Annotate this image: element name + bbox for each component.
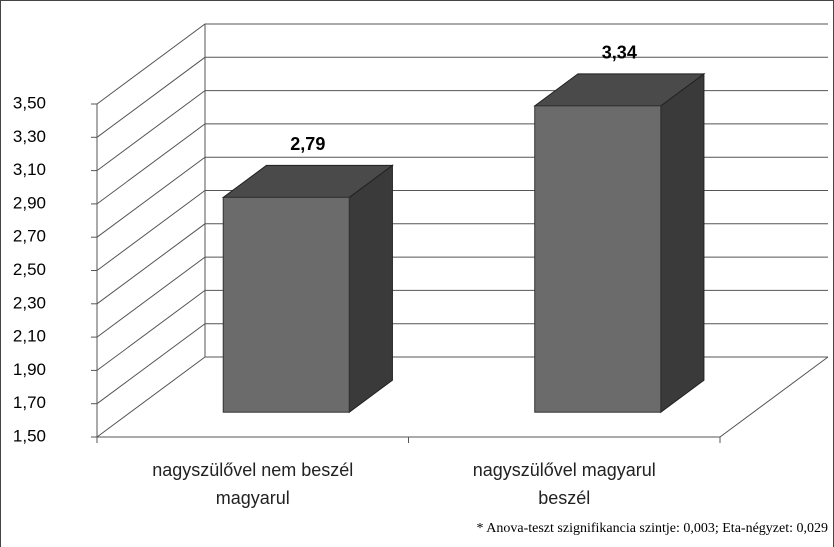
y-tick-label: 3,50 [13,93,46,112]
value-label: 2,79 [290,134,325,154]
y-tick-label: 3,10 [13,160,46,179]
bar-side [348,164,393,414]
x-tick-label: nagyszülővel nem beszél magyarul [152,460,354,508]
floor-edge [97,356,829,438]
grid-line [96,90,828,172]
y-tick-label: 3,30 [13,127,46,146]
y-tick-label: 2,50 [13,260,46,279]
y-tick-label: 2,90 [13,193,46,212]
grid-line [96,23,828,105]
grid-line [96,156,828,238]
grid-line [96,289,828,371]
y-tick-label: 2,70 [13,227,46,246]
bar [222,196,350,413]
annotation: * Anova-teszt szignifikancia szintje: 0,… [476,521,828,536]
grid-line [96,256,828,338]
y-tick-label: 2,30 [13,293,46,312]
grid-line [96,223,828,305]
grid-line [96,123,828,205]
y-tick-label: 1,70 [13,393,46,412]
grid-line [96,323,828,405]
y-tick-label: 2,10 [13,327,46,346]
grid-line [96,190,828,271]
bar-side [660,72,705,414]
y-tick-label: 1,50 [13,426,46,445]
x-tick-label: nagyszülővel magyarul beszél [472,460,656,508]
grid-line [96,56,828,138]
grid-line [96,356,828,438]
value-label: 3,34 [602,43,637,63]
y-tick-label: 1,90 [13,360,46,379]
bar [534,105,662,413]
